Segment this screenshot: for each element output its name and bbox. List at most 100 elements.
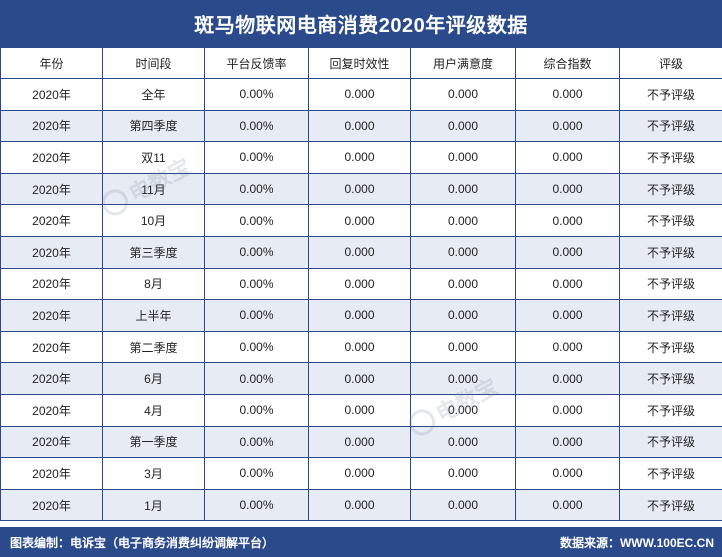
cell-composite-index: 0.000: [515, 488, 620, 522]
cell-year: 2020年: [0, 172, 103, 206]
table-body: 2020年 全年 0.00% 0.000 0.000 0.000 不予评级 2020年 第四季度…: [0, 78, 722, 522]
cell-satisfaction: 0.000: [410, 141, 516, 174]
table-row: 2020年 全年 0.00% 0.000 0.000 0.000 不予评级: [0, 78, 722, 111]
cell-composite-index: 0.000: [515, 267, 620, 301]
cell-reply-timeliness: 0.000: [308, 109, 411, 143]
cell-feedback-rate: 0.00%: [204, 204, 309, 237]
cell-period: 3月: [102, 457, 205, 490]
cell-satisfaction: 0.000: [410, 78, 516, 111]
cell-reply-timeliness: 0.000: [308, 235, 411, 269]
cell-reply-timeliness: 0.000: [308, 299, 411, 332]
cell-feedback-rate: 0.00%: [204, 299, 309, 332]
cell-feedback-rate: 0.00%: [204, 488, 309, 522]
cell-year: 2020年: [0, 425, 103, 459]
cell-rating: 不予评级: [619, 299, 722, 332]
cell-composite-index: 0.000: [515, 235, 620, 269]
table-row: 2020年 第二季度 0.00% 0.000 0.000 0.000 不予评级: [0, 330, 722, 364]
rating-table: 年份 时间段 平台反馈率 回复时效性 用户满意度 综合指数 评级 2020年 全年…: [0, 47, 722, 522]
column-header-satisfaction: 用户满意度: [410, 47, 516, 79]
table-row: 2020年 11月 0.00% 0.000 0.000 0.000 不予评级: [0, 172, 722, 206]
cell-reply-timeliness: 0.000: [308, 488, 411, 522]
cell-reply-timeliness: 0.000: [308, 172, 411, 206]
cell-satisfaction: 0.000: [410, 425, 516, 459]
cell-feedback-rate: 0.00%: [204, 141, 309, 174]
cell-period: 第四季度: [102, 109, 205, 143]
cell-period: 第二季度: [102, 330, 205, 364]
cell-reply-timeliness: 0.000: [308, 267, 411, 301]
cell-reply-timeliness: 0.000: [308, 330, 411, 364]
cell-rating: 不予评级: [619, 330, 722, 364]
cell-satisfaction: 0.000: [410, 299, 516, 332]
cell-rating: 不予评级: [619, 267, 722, 301]
column-header-rating: 评级: [619, 47, 722, 79]
column-header-feedback-rate: 平台反馈率: [204, 47, 309, 79]
cell-year: 2020年: [0, 488, 103, 522]
cell-rating: 不予评级: [619, 172, 722, 206]
cell-composite-index: 0.000: [515, 141, 620, 174]
cell-satisfaction: 0.000: [410, 109, 516, 143]
cell-year: 2020年: [0, 267, 103, 301]
cell-satisfaction: 0.000: [410, 362, 516, 395]
cell-rating: 不予评级: [619, 235, 722, 269]
cell-reply-timeliness: 0.000: [308, 204, 411, 237]
cell-composite-index: 0.000: [515, 299, 620, 332]
cell-satisfaction: 0.000: [410, 457, 516, 490]
cell-rating: 不予评级: [619, 78, 722, 111]
footer-source: 数据来源：WWW.100EC.CN: [559, 535, 714, 550]
cell-period: 第一季度: [102, 425, 205, 459]
cell-composite-index: 0.000: [515, 393, 620, 427]
cell-feedback-rate: 0.00%: [204, 267, 309, 301]
cell-feedback-rate: 0.00%: [204, 362, 309, 395]
cell-reply-timeliness: 0.000: [308, 457, 411, 490]
cell-year: 2020年: [0, 457, 103, 490]
cell-period: 11月: [102, 172, 205, 206]
cell-composite-index: 0.000: [515, 457, 620, 490]
cell-reply-timeliness: 0.000: [308, 425, 411, 459]
cell-satisfaction: 0.000: [410, 204, 516, 237]
cell-composite-index: 0.000: [515, 425, 620, 459]
cell-composite-index: 0.000: [515, 204, 620, 237]
cell-period: 第三季度: [102, 235, 205, 269]
cell-period: 4月: [102, 393, 205, 427]
column-header-period: 时间段: [102, 47, 205, 79]
table-row: 2020年 双11 0.00% 0.000 0.000 0.000 不予评级: [0, 141, 722, 174]
cell-satisfaction: 0.000: [410, 330, 516, 364]
page-title: 斑马物联网电商消费2020年评级数据: [0, 0, 722, 47]
table-header-row: 年份 时间段 平台反馈率 回复时效性 用户满意度 综合指数 评级: [0, 47, 722, 79]
footer-credit: 图表编制：电诉宝（电子商务消费纠纷调解平台）: [10, 535, 275, 550]
cell-year: 2020年: [0, 235, 103, 269]
table-row: 2020年 第四季度 0.00% 0.000 0.000 0.000 不予评级: [0, 109, 722, 143]
cell-period: 8月: [102, 267, 205, 301]
cell-year: 2020年: [0, 109, 103, 143]
cell-year: 2020年: [0, 330, 103, 364]
cell-feedback-rate: 0.00%: [204, 172, 309, 206]
cell-composite-index: 0.000: [515, 362, 620, 395]
table-row: 2020年 6月 0.00% 0.000 0.000 0.000 不予评级: [0, 362, 722, 395]
table-row: 2020年 8月 0.00% 0.000 0.000 0.000 不予评级: [0, 267, 722, 301]
cell-feedback-rate: 0.00%: [204, 393, 309, 427]
cell-year: 2020年: [0, 141, 103, 174]
cell-satisfaction: 0.000: [410, 488, 516, 522]
cell-period: 10月: [102, 204, 205, 237]
column-header-reply-timeliness: 回复时效性: [308, 47, 411, 79]
cell-feedback-rate: 0.00%: [204, 457, 309, 490]
cell-rating: 不予评级: [619, 425, 722, 459]
cell-year: 2020年: [0, 204, 103, 237]
table-row: 2020年 第三季度 0.00% 0.000 0.000 0.000 不予评级: [0, 235, 722, 269]
cell-rating: 不予评级: [619, 109, 722, 143]
cell-satisfaction: 0.000: [410, 235, 516, 269]
cell-feedback-rate: 0.00%: [204, 109, 309, 143]
cell-feedback-rate: 0.00%: [204, 330, 309, 364]
cell-period: 1月: [102, 488, 205, 522]
table-row: 2020年 1月 0.00% 0.000 0.000 0.000 不予评级: [0, 488, 722, 522]
cell-composite-index: 0.000: [515, 109, 620, 143]
cell-feedback-rate: 0.00%: [204, 78, 309, 111]
footer-bar: 图表编制：电诉宝（电子商务消费纠纷调解平台） 数据来源：WWW.100EC.CN: [0, 527, 722, 557]
cell-year: 2020年: [0, 393, 103, 427]
cell-feedback-rate: 0.00%: [204, 235, 309, 269]
column-header-composite-index: 综合指数: [515, 47, 620, 79]
cell-year: 2020年: [0, 299, 103, 332]
cell-feedback-rate: 0.00%: [204, 425, 309, 459]
cell-rating: 不予评级: [619, 457, 722, 490]
